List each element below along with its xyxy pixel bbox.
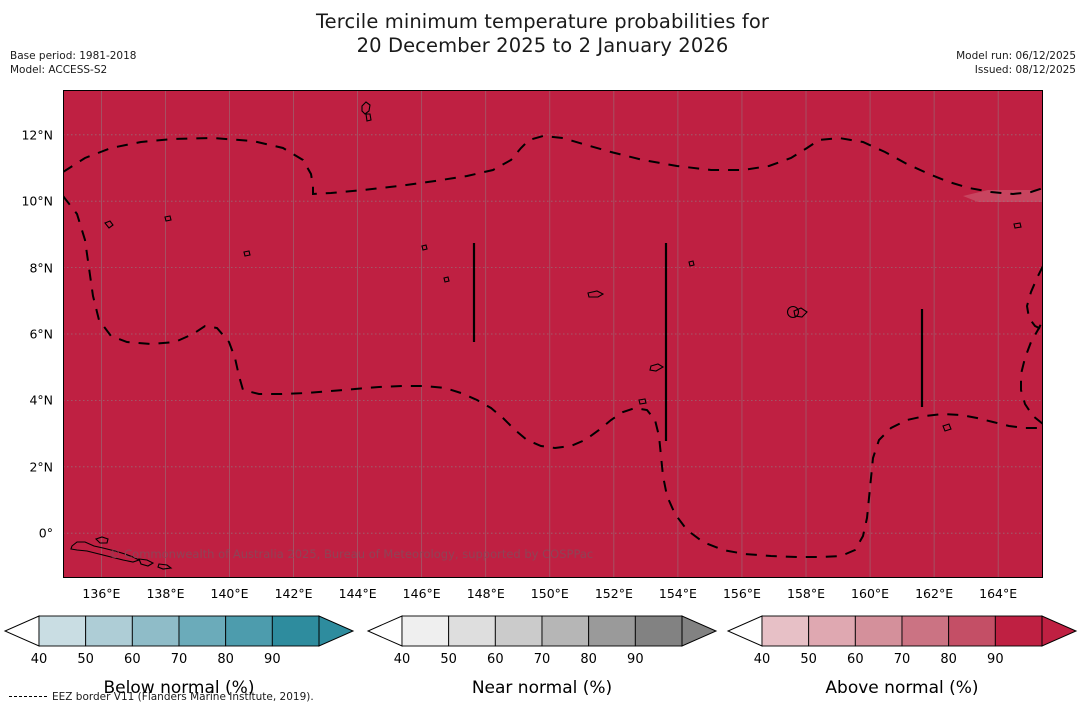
probability-patches [963, 190, 1043, 202]
colorbar-swatch [854, 615, 903, 647]
colorbar-swatch [85, 615, 133, 647]
colorbar-swatches-below_normal [3, 615, 355, 647]
vertical-artefact-lines [472, 243, 924, 441]
colorbar-tick-label: 70 [893, 652, 911, 667]
model-run-text: Model run: 06/12/2025 [956, 50, 1076, 62]
longitude-tick-label: 156°E [722, 586, 761, 601]
colorbar-legends: 40 50 60 70 80 90 Below normal (%) 40 50 60 70 80 90… [0, 606, 1085, 698]
colorbar-swatch [541, 615, 590, 647]
colorbar-swatch [225, 615, 273, 647]
colorbar-tick-label: 80 [580, 652, 597, 667]
eez-border-line [63, 134, 1043, 558]
colorbar-swatch [994, 615, 1043, 647]
latitude-tick-label: 0° [38, 525, 53, 541]
eez-footnote-label: EEZ border V11 (Flanders Marine Institut… [52, 691, 314, 703]
colorbar-tick-label: 70 [170, 652, 188, 667]
latitude-tick-label: 2°N [29, 459, 53, 475]
colorbar-swatch [901, 615, 950, 647]
longitude-tick-label: 164°E [979, 586, 1018, 601]
colorbar-tick-labels: 40 50 60 70 80 90 [3, 652, 355, 675]
colorbar-swatch [131, 615, 180, 647]
colorbar-swatch [401, 615, 450, 647]
longitude-tick-label: 148°E [466, 586, 505, 601]
latitude-tick-label: 6°N [29, 326, 53, 342]
longitude-tick-label: 150°E [530, 586, 569, 601]
colorbar-tick-labels: 40 50 60 70 80 90 [726, 652, 1078, 675]
page-title: Tercile minimum temperature probabilitie… [0, 10, 1085, 58]
colorbar-title: Above normal (%) [825, 678, 979, 698]
coastlines [70, 101, 1022, 570]
colorbar-near_normal: 40 50 60 70 80 90 Near normal (%) [366, 606, 718, 698]
longitude-tick-label: 154°E [658, 586, 697, 601]
colorbar-tick-label: 90 [627, 652, 644, 667]
colorbar-tick-label: 60 [487, 652, 504, 667]
colorbar-under-arrow [366, 615, 403, 647]
colorbar-tick-label: 90 [987, 652, 1004, 667]
longitude-tick-label: 160°E [851, 586, 890, 601]
longitude-tick-label: 140°E [210, 586, 249, 601]
colorbar-under-arrow [3, 615, 40, 647]
colorbar-tick-label: 50 [800, 652, 817, 667]
colorbar-swatch [761, 615, 810, 647]
base-period-text: Base period: 1981-2018 [10, 50, 137, 62]
metadata-right: Model run: 06/12/2025 Issued: 08/12/2025 [956, 49, 1076, 78]
lower-probability-patch [963, 190, 1043, 202]
colorbar-over-arrow [1041, 615, 1078, 647]
dashed-line-sample [9, 696, 47, 698]
colorbar-swatches-near_normal [366, 615, 718, 647]
copyright-text: © Commonwealth of Australia 2025, Bureau… [109, 547, 593, 561]
longitude-tick-label: 142°E [274, 586, 313, 601]
colorbar-tick-label: 50 [77, 652, 94, 667]
map-gridlines [63, 90, 1043, 578]
colorbar-swatch [38, 615, 87, 647]
longitude-tick-label: 136°E [82, 586, 121, 601]
colorbar-under-arrow [726, 615, 763, 647]
issued-text: Issued: 08/12/2025 [974, 64, 1076, 77]
colorbar-tick-label: 90 [264, 652, 281, 667]
colorbar-over-arrow [318, 615, 355, 647]
colorbar-below_normal: 40 50 60 70 80 90 Below normal (%) [3, 606, 355, 698]
colorbar-title: Below normal (%) [103, 678, 255, 698]
latitude-tick-label: 10°N [21, 193, 53, 209]
longitude-tick-label: 158°E [786, 586, 826, 601]
latitude-tick-label: 4°N [29, 392, 53, 408]
longitude-tick-label: 138°E [146, 586, 185, 601]
colorbar-over-arrow [681, 615, 718, 647]
colorbar-above_normal: 40 50 60 70 80 90 Above normal (%) [726, 606, 1078, 698]
colorbar-swatch [634, 615, 683, 647]
colorbar-tick-label: 40 [393, 652, 411, 667]
colorbar-tick-label: 60 [124, 652, 141, 667]
latitude-tick-label: 8°N [29, 260, 53, 276]
colorbar-tick-label: 80 [940, 652, 957, 667]
colorbar-tick-label: 80 [217, 652, 234, 667]
colorbar-title: Near normal (%) [471, 678, 613, 698]
title-line-1: Tercile minimum temperature probabilitie… [315, 10, 770, 33]
longitude-tick-label: 152°E [594, 586, 633, 601]
colorbar-swatch [948, 615, 996, 647]
model-text: Model: ACCESS-S2 [10, 64, 108, 77]
colorbar-tick-label: 50 [440, 652, 457, 667]
longitude-tick-label: 146°E [402, 586, 441, 601]
colorbar-swatch [448, 615, 496, 647]
latitude-tick-label: 12°N [21, 127, 53, 143]
colorbar-tick-label: 70 [533, 652, 551, 667]
colorbar-swatches-above_normal [726, 615, 1078, 647]
longitude-tick-label: 144°E [338, 586, 377, 601]
colorbar-swatch [808, 615, 856, 647]
map-plot-area: © Commonwealth of Australia 2025, Bureau… [63, 90, 1043, 578]
title-line-2: 20 December 2025 to 2 January 2026 [356, 33, 729, 57]
colorbar-tick-label: 60 [847, 652, 864, 667]
colorbar-swatch [588, 615, 636, 647]
colorbar-swatch [178, 615, 227, 647]
colorbar-tick-label: 40 [30, 652, 48, 667]
map-frame [63, 90, 1043, 578]
eez-footnote: EEZ border V11 (Flanders Marine Institut… [9, 691, 314, 703]
probability-map: © Commonwealth of Australia 2025, Bureau… [63, 90, 1043, 578]
longitude-tick-label: 162°E [915, 586, 954, 601]
metadata-left: Base period: 1981-2018 Model: ACCESS-S2 [10, 49, 136, 78]
colorbar-tick-labels: 40 50 60 70 80 90 [366, 652, 718, 675]
colorbar-swatch [494, 615, 543, 647]
colorbar-swatch [271, 615, 320, 647]
colorbar-tick-label: 40 [753, 652, 771, 667]
